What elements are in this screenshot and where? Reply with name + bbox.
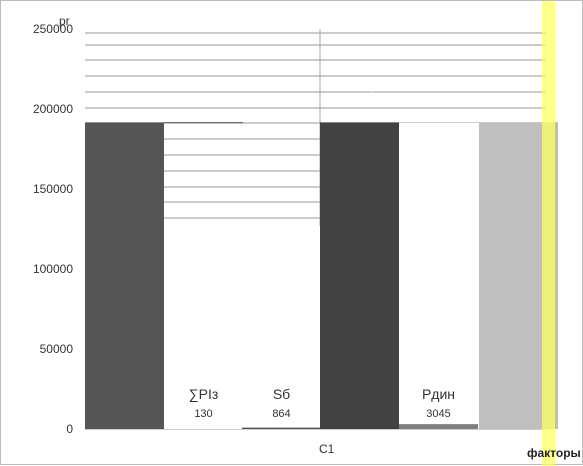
y-tick-label: 200000 [33, 102, 73, 116]
y-tick-label: 50000 [40, 342, 74, 356]
y-tick-label: 150000 [33, 182, 73, 196]
data-label: -700 [348, 97, 370, 109]
y-tick-label: 250000 [33, 22, 73, 36]
gap-panel-left [164, 226, 320, 429]
data-label: 191649 [106, 97, 143, 109]
bar-name-label: 1- αгр [341, 76, 379, 92]
data-label: 130 [194, 408, 212, 420]
bar-name-label: отчёт [505, 80, 533, 92]
bar-1 [164, 122, 243, 124]
bar-3 [320, 122, 399, 429]
y-tick-label: 100000 [33, 262, 73, 276]
bar-4 [399, 424, 478, 429]
bar-name-label: план [112, 80, 137, 92]
x-axis-label: факторы [527, 446, 581, 460]
gap-panel-right [399, 123, 479, 429]
data-labels: план 191649 ∑PIз 130 Sб 864 1- αгр -700 Pдин 3045… [106, 76, 537, 420]
highlight-band [542, 1, 555, 466]
category-label: C1 [319, 442, 335, 456]
bar-name-label: Pдин [422, 386, 455, 402]
y-tick-label: 0 [66, 422, 73, 436]
bar-0 [85, 122, 164, 429]
y-axis: 0 50000 100000 150000 200000 250000 [33, 22, 73, 436]
data-label: 864 [272, 408, 290, 420]
data-label: 191779 [500, 97, 537, 109]
data-label: 3045 [426, 408, 450, 420]
bar-name-label: Sб [273, 386, 290, 402]
bars [85, 122, 558, 430]
y-axis-label: pr [59, 14, 70, 28]
bar-name-label: ∑PIз [189, 386, 219, 402]
bar-2 [242, 427, 321, 429]
